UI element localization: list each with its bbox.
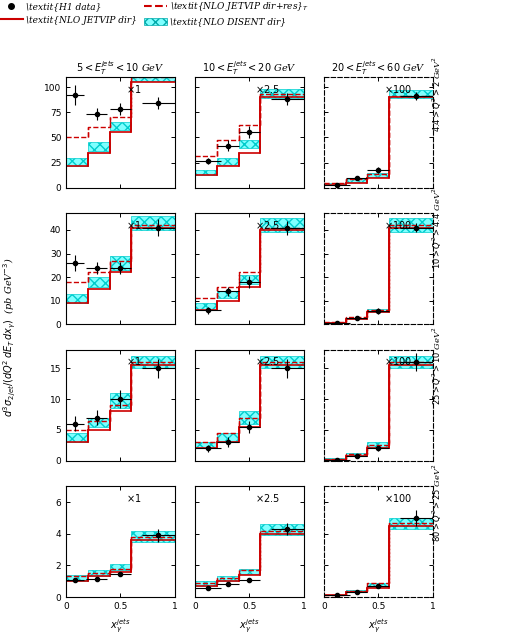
Text: $x_\gamma^{jets}$: $x_\gamma^{jets}$ bbox=[110, 617, 131, 635]
Bar bbox=[88, 277, 109, 286]
Bar bbox=[260, 89, 304, 98]
Text: $10 > Q^2 > 4.4$ GeV$^2$: $10 > Q^2 > 4.4$ GeV$^2$ bbox=[431, 187, 444, 269]
Bar bbox=[131, 72, 175, 81]
Bar bbox=[346, 590, 367, 593]
Bar bbox=[324, 594, 346, 596]
Bar bbox=[239, 412, 260, 424]
Text: $\times 100$: $\times 100$ bbox=[384, 356, 412, 367]
Bar bbox=[66, 433, 88, 442]
Bar bbox=[109, 564, 131, 570]
Bar bbox=[131, 356, 175, 369]
Bar bbox=[346, 178, 367, 182]
Bar bbox=[66, 575, 88, 581]
Text: $\times 100$: $\times 100$ bbox=[384, 219, 412, 231]
Bar bbox=[367, 583, 389, 587]
Bar bbox=[217, 433, 239, 441]
Bar bbox=[389, 90, 433, 98]
Bar bbox=[195, 581, 217, 586]
Bar bbox=[239, 569, 260, 574]
Bar bbox=[195, 303, 217, 310]
Text: $80 > Q^2 > 25$ GeV$^2$: $80 > Q^2 > 25$ GeV$^2$ bbox=[431, 463, 444, 542]
Bar bbox=[324, 458, 346, 460]
Bar bbox=[88, 417, 109, 427]
Text: $25 > Q^2 > 10$ GeV$^2$: $25 > Q^2 > 10$ GeV$^2$ bbox=[431, 327, 444, 405]
Bar bbox=[389, 356, 433, 369]
Text: $x_\gamma^{jets}$: $x_\gamma^{jets}$ bbox=[239, 617, 260, 635]
Bar bbox=[260, 525, 304, 535]
Text: $\times 2.5$: $\times 2.5$ bbox=[255, 356, 280, 367]
Bar bbox=[367, 173, 389, 177]
Bar bbox=[217, 576, 239, 581]
Text: $\times 100$: $\times 100$ bbox=[384, 492, 412, 504]
Bar bbox=[109, 123, 131, 130]
Text: $\times 1$: $\times 1$ bbox=[126, 219, 142, 231]
Bar bbox=[346, 318, 367, 320]
Title: $20 < E_T^{jets} < 60$ GeV: $20 < E_T^{jets} < 60$ GeV bbox=[331, 59, 426, 77]
Bar bbox=[217, 157, 239, 164]
Bar bbox=[367, 309, 389, 313]
Text: $\times 1$: $\times 1$ bbox=[126, 83, 142, 94]
Bar bbox=[239, 275, 260, 284]
Text: $4.4 > Q^2 > 2$ GeV$^2$: $4.4 > Q^2 > 2$ GeV$^2$ bbox=[431, 56, 444, 132]
Bar bbox=[131, 530, 175, 542]
Bar bbox=[195, 442, 217, 448]
Bar bbox=[367, 442, 389, 447]
Bar bbox=[324, 322, 346, 323]
Bar bbox=[109, 393, 131, 408]
Bar bbox=[195, 169, 217, 175]
Title: $5 < E_T^{jets} < 10$ GeV: $5 < E_T^{jets} < 10$ GeV bbox=[76, 59, 165, 77]
Text: $\times 1$: $\times 1$ bbox=[126, 356, 142, 367]
Bar bbox=[260, 218, 304, 232]
Text: $\times 2.5$: $\times 2.5$ bbox=[255, 83, 280, 94]
Bar bbox=[88, 143, 109, 150]
Bar bbox=[131, 216, 175, 230]
Bar bbox=[66, 157, 88, 166]
Bar bbox=[389, 218, 433, 232]
Text: $\times 100$: $\times 100$ bbox=[384, 83, 412, 94]
Text: $\times 2.5$: $\times 2.5$ bbox=[255, 492, 280, 504]
Text: $d^3\sigma_{2jet}/(dQ^2\,dE_T\,dx_\gamma)$  (pb GeV$^{-3}$): $d^3\sigma_{2jet}/(dQ^2\,dE_T\,dx_\gamma… bbox=[2, 257, 18, 417]
Text: $\times 1$: $\times 1$ bbox=[126, 492, 142, 504]
Bar bbox=[217, 291, 239, 299]
Bar bbox=[66, 293, 88, 303]
Title: $10 < E_T^{jets} < 20$ GeV: $10 < E_T^{jets} < 20$ GeV bbox=[202, 59, 297, 77]
Bar bbox=[88, 570, 109, 576]
Text: $\times 2.5$: $\times 2.5$ bbox=[255, 219, 280, 231]
Bar bbox=[389, 518, 433, 529]
Bar bbox=[109, 256, 131, 270]
Legend: \textit{H1 data}, \textit{NLO JETVIP dir}, \textit{NLO JETVIP dir+res}$_T$, \tex: \textit{H1 data}, \textit{NLO JETVIP dir… bbox=[0, 0, 309, 26]
Bar bbox=[324, 183, 346, 186]
Bar bbox=[239, 141, 260, 148]
Text: $x_\gamma^{jets}$: $x_\gamma^{jets}$ bbox=[368, 617, 389, 635]
Bar bbox=[346, 453, 367, 456]
Bar bbox=[260, 356, 304, 369]
